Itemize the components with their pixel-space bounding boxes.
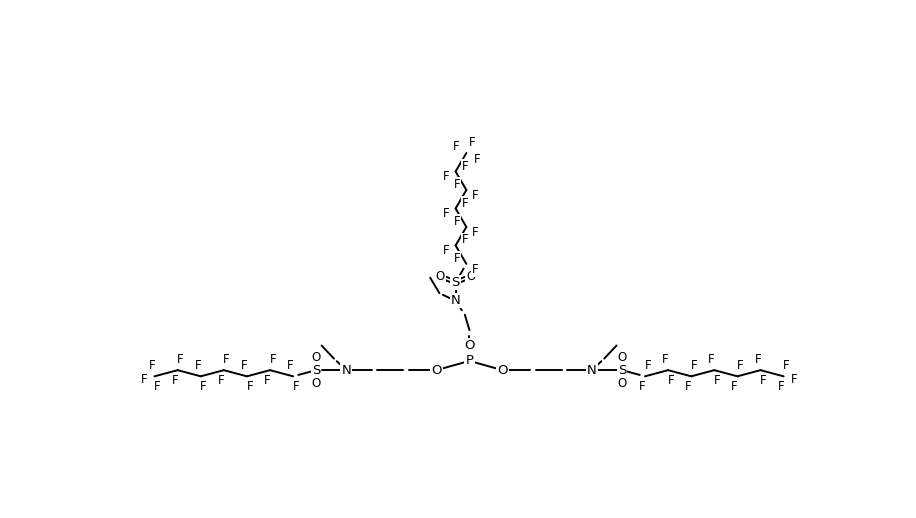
Text: F: F: [443, 170, 450, 183]
Text: F: F: [668, 374, 674, 387]
Text: F: F: [783, 359, 790, 372]
Text: F: F: [645, 359, 651, 372]
Text: F: F: [443, 207, 450, 220]
Text: F: F: [241, 359, 247, 372]
Text: F: F: [474, 153, 480, 166]
Text: F: F: [194, 359, 202, 372]
Text: F: F: [778, 380, 784, 393]
Text: F: F: [154, 380, 160, 393]
Text: F: F: [731, 380, 738, 393]
Text: F: F: [760, 374, 767, 387]
Text: O: O: [436, 270, 445, 283]
Text: F: F: [287, 359, 294, 372]
Text: N: N: [587, 364, 596, 377]
Text: O: O: [311, 377, 321, 390]
Text: F: F: [171, 374, 178, 387]
Text: O: O: [617, 351, 627, 364]
Text: F: F: [453, 178, 461, 191]
Text: S: S: [312, 364, 321, 377]
Text: F: F: [736, 359, 744, 372]
Text: F: F: [462, 234, 468, 247]
Text: F: F: [462, 196, 468, 209]
Text: F: F: [685, 380, 692, 393]
Text: O: O: [431, 364, 442, 377]
Text: F: F: [791, 372, 797, 385]
Text: F: F: [708, 353, 714, 366]
Text: F: F: [264, 374, 270, 387]
Text: N: N: [451, 294, 461, 307]
Text: F: F: [691, 359, 697, 372]
Text: F: F: [469, 136, 476, 149]
Text: F: F: [453, 140, 459, 153]
Text: F: F: [443, 244, 450, 257]
Text: F: F: [473, 189, 479, 202]
Text: F: F: [473, 226, 479, 239]
Text: F: F: [639, 380, 646, 393]
Text: O: O: [464, 339, 474, 352]
Text: F: F: [201, 380, 207, 393]
Text: O: O: [466, 270, 475, 283]
Text: F: F: [714, 374, 720, 387]
Text: P: P: [465, 354, 474, 367]
Text: F: F: [224, 353, 230, 366]
Text: F: F: [141, 372, 147, 385]
Text: O: O: [497, 364, 507, 377]
Text: S: S: [452, 276, 460, 289]
Text: F: F: [453, 252, 461, 265]
Text: O: O: [311, 351, 321, 364]
Text: F: F: [473, 263, 479, 276]
Text: F: F: [462, 160, 468, 172]
Text: N: N: [342, 364, 351, 377]
Text: F: F: [177, 353, 184, 366]
Text: F: F: [269, 353, 276, 366]
Text: F: F: [218, 374, 224, 387]
Text: F: F: [246, 380, 253, 393]
Text: F: F: [755, 353, 761, 366]
Text: S: S: [617, 364, 627, 377]
Text: F: F: [453, 215, 461, 228]
Text: O: O: [617, 377, 627, 390]
Text: F: F: [662, 353, 669, 366]
Text: F: F: [292, 380, 300, 393]
Text: F: F: [148, 359, 155, 372]
